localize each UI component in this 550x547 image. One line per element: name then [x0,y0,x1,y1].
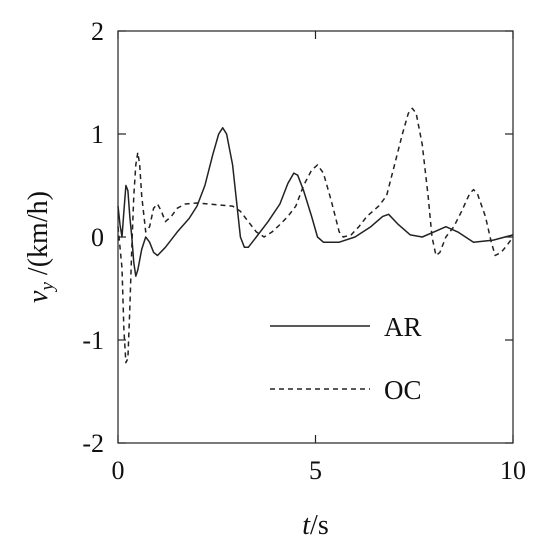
y-tick-label: 0 [91,223,104,252]
series-line-oc [117,107,514,364]
y-axis-unit: /(km/h) [23,191,54,282]
y-tick-label: -2 [82,429,104,458]
y-tick-label: 2 [91,17,104,46]
legend-label-ar: AR [384,312,422,342]
y-tick-label: -1 [82,326,104,355]
y-tick-label: 1 [91,120,104,149]
legend: AR OC [270,312,422,405]
x-tick-label: 5 [309,456,322,485]
x-axis-symbol: t [302,510,311,541]
plot-area [117,107,514,364]
y-axis-label: vy /(km/h) [23,191,58,303]
y-axis-symbol: v [23,290,54,303]
axis-ticks: 0 5 10 -2 -1 0 1 2 [82,17,526,485]
series-line-ar [117,127,514,277]
x-axis-unit: /s [310,510,329,541]
x-tick-label: 10 [500,456,526,485]
x-axis-label: t/s [302,510,328,541]
legend-label-oc: OC [384,375,422,405]
y-axis-subscript: y [37,282,58,293]
x-tick-label: 0 [112,456,125,485]
